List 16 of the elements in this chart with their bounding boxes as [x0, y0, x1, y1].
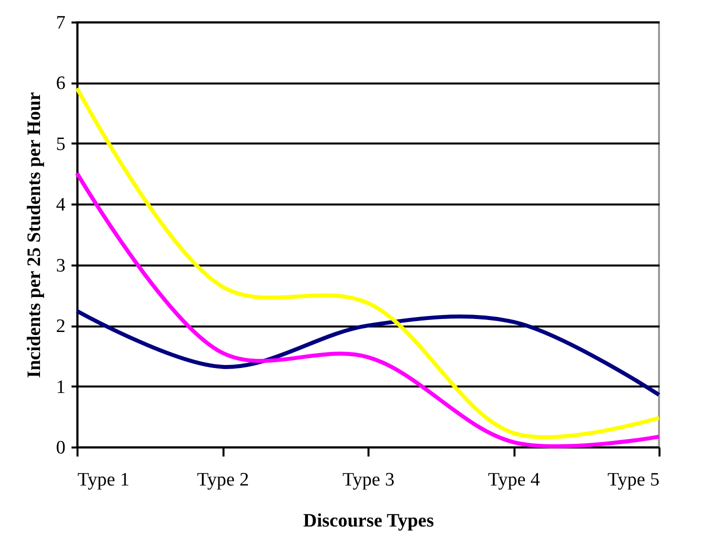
x-axis-title: Discourse Types: [303, 510, 434, 532]
y-axis-title: Incidents per 25 Students per Hour: [24, 91, 45, 378]
y-tick-label: 5: [56, 134, 66, 155]
y-tick-label: 2: [56, 316, 66, 338]
x-tick-label: Type 2: [197, 470, 249, 490]
y-tick-label: 0: [56, 438, 66, 458]
line-series: [75, 309, 661, 397]
x-tick-label: Type 4: [488, 470, 540, 490]
x-tick-label: Type 3: [342, 470, 394, 490]
x-tick-label: Type 1: [78, 470, 130, 490]
x-tick-label: Type 5: [608, 470, 660, 490]
y-tick-label: 7: [56, 12, 66, 34]
y-tick-label: 1: [56, 376, 66, 398]
y-tick-label: 6: [56, 73, 66, 94]
y-tick-label: 4: [56, 194, 66, 216]
y-tick-label: 3: [56, 255, 66, 276]
